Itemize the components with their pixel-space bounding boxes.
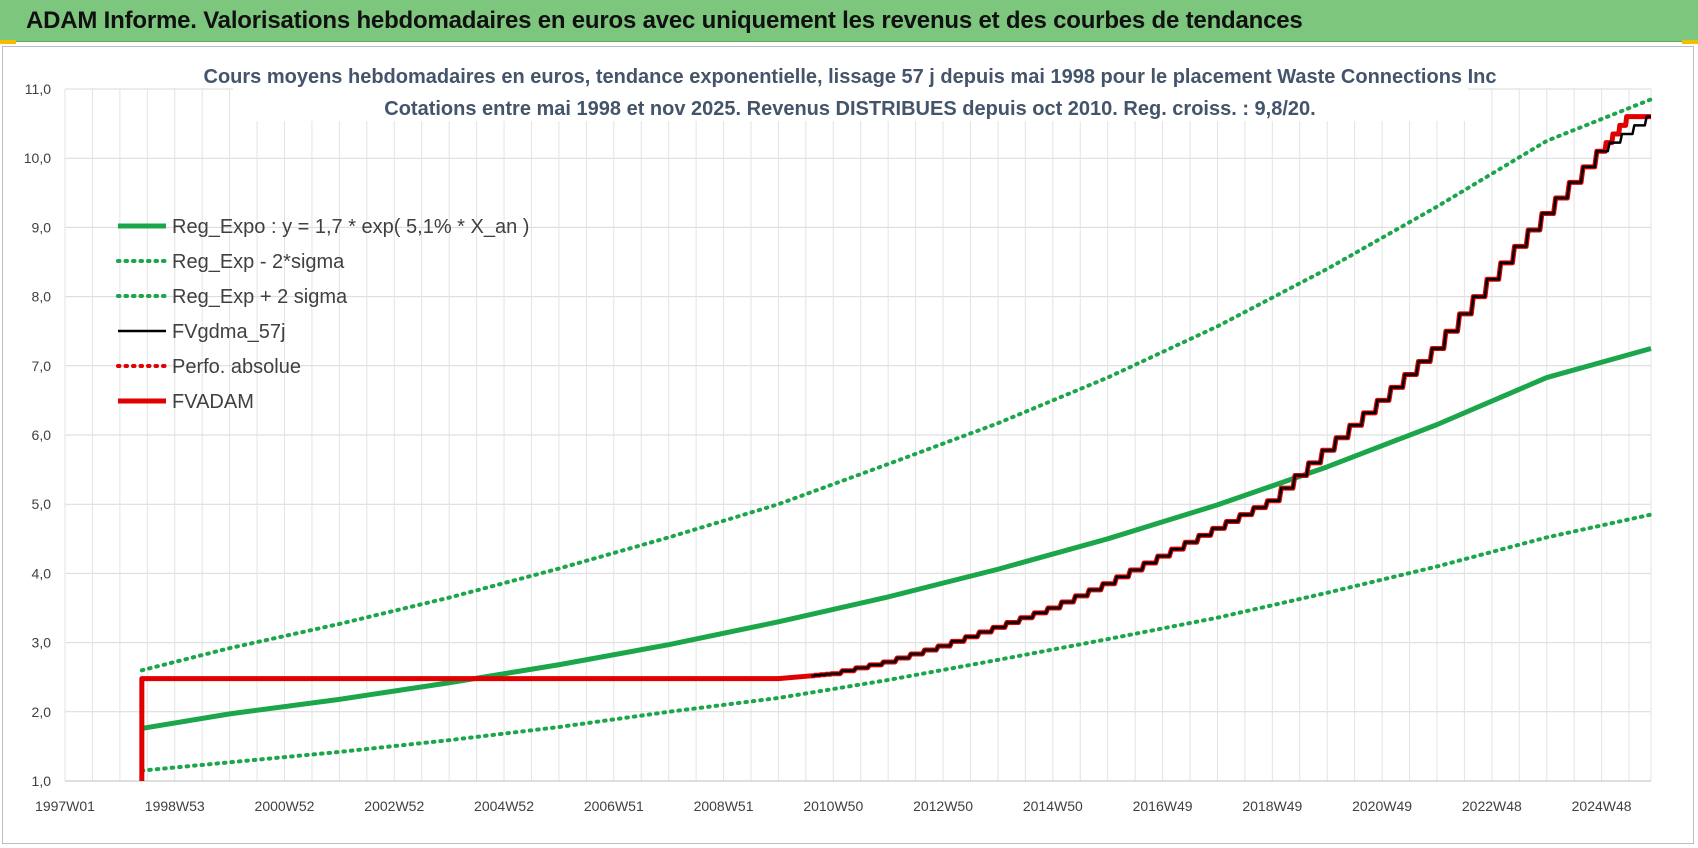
x-tick-label: 2018W49 xyxy=(1242,798,1302,814)
legend: Reg_Expo : y = 1,7 * exp( 5,1% * X_an ) R… xyxy=(116,216,529,413)
x-tick-label: 2002W52 xyxy=(364,798,424,814)
x-tick-label: 2008W51 xyxy=(694,798,754,814)
corner-mark-left xyxy=(0,40,16,44)
y-tick-label: 7,0 xyxy=(32,358,52,374)
series-line-3 xyxy=(811,115,1651,678)
y-tick-label: 8,0 xyxy=(32,289,52,305)
chart-title-line-1: Cours moyens hebdomadaires en euros, ten… xyxy=(204,66,1497,88)
y-tick-label: 9,0 xyxy=(32,219,52,235)
y-tick-label: 1,0 xyxy=(32,773,52,789)
y-tick-label: 5,0 xyxy=(32,496,52,512)
x-tick-label: 2006W51 xyxy=(584,798,644,814)
x-tick-label: 2022W48 xyxy=(1462,798,1522,814)
chart-svg: 1,0 2,0 3,0 4,0 5,0 6,0 7,0 8,0 9,0 10,0 11,0 1997W… xyxy=(24,55,1653,814)
page-title: ADAM Informe. Valorisations hebdomadaire… xyxy=(26,7,1303,34)
header-bar: ADAM Informe. Valorisations hebdomadaire… xyxy=(0,0,1698,42)
y-tick-label: 2,0 xyxy=(32,704,52,720)
x-tick-label: 2014W50 xyxy=(1023,798,1083,814)
legend-label: Perfo. absolue xyxy=(172,356,301,378)
y-tick-label: 3,0 xyxy=(32,635,52,651)
series-line-0 xyxy=(141,346,1652,731)
x-tick-label: 2010W50 xyxy=(803,798,863,814)
series-line-2 xyxy=(139,97,1653,673)
x-tick-label: 1997W01 xyxy=(35,798,95,814)
legend-label: Reg_Exp + 2 sigma xyxy=(172,286,348,308)
legend-label: Reg_Expo : y = 1,7 * exp( 5,1% * X_an ) xyxy=(172,216,529,238)
corner-mark-right xyxy=(1682,40,1698,44)
y-tick-label: 4,0 xyxy=(32,565,52,581)
title-background xyxy=(233,55,1468,121)
x-tick-label: 2004W52 xyxy=(474,798,534,814)
chart-area: 1,0 2,0 3,0 4,0 5,0 6,0 7,0 8,0 9,0 10,0 11,0 1997W… xyxy=(2,46,1694,844)
x-tick-label: 1998W53 xyxy=(145,798,205,814)
x-tick-label: 2016W49 xyxy=(1133,798,1193,814)
x-tick-label: 2012W50 xyxy=(913,798,973,814)
x-tick-label: 2020W49 xyxy=(1352,798,1412,814)
x-tick-label: 2000W52 xyxy=(255,798,315,814)
y-tick-label: 10,0 xyxy=(24,150,51,166)
legend-label: FVgdma_57j xyxy=(172,321,285,343)
y-tick-label: 6,0 xyxy=(32,427,52,443)
x-tick-label: 2024W48 xyxy=(1572,798,1632,814)
legend-label: Reg_Exp - 2*sigma xyxy=(172,251,345,273)
chart-title-line-2: Cotations entre mai 1998 et nov 2025. Re… xyxy=(384,98,1315,120)
y-tick-label: 11,0 xyxy=(25,81,51,97)
series-line-1 xyxy=(139,512,1653,773)
legend-label: FVADAM xyxy=(172,391,254,413)
